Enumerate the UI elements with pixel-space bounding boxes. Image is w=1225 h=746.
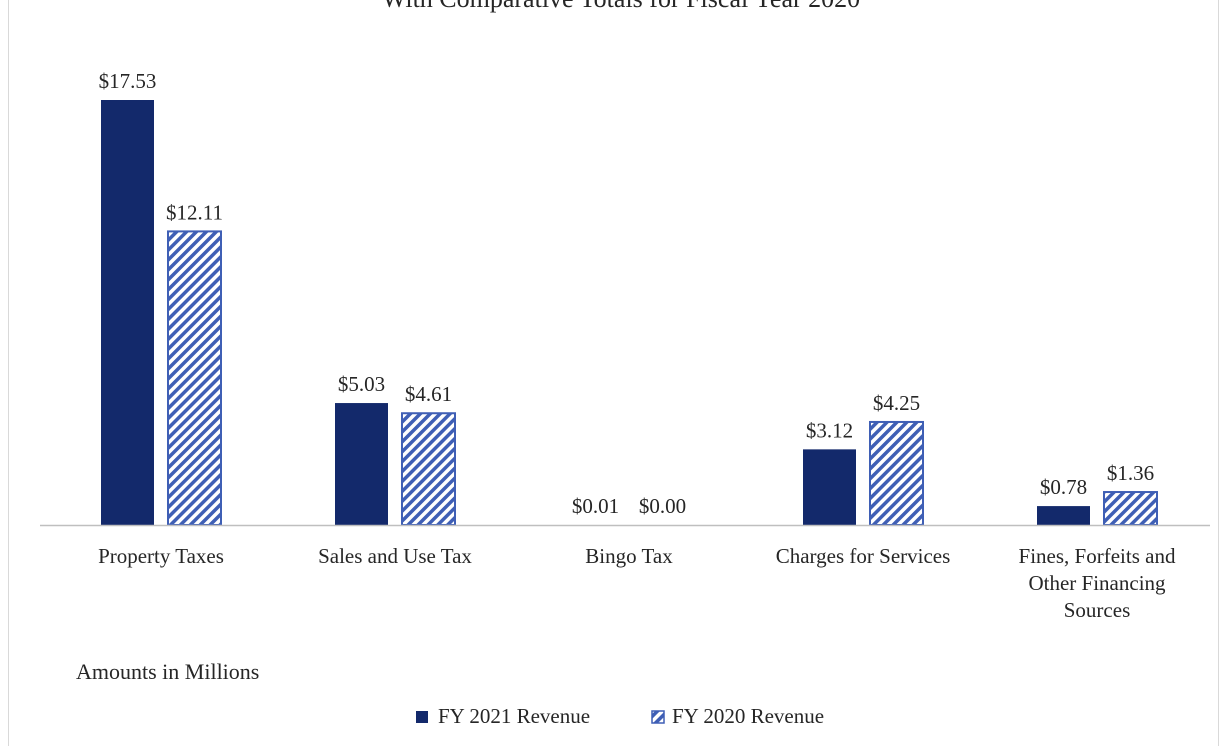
bar-fy2021-property-taxes <box>101 100 154 525</box>
value-label-fy2021-property-taxes: $17.53 <box>99 69 157 93</box>
bar-fy2020-fines-forfeits-and-other-financing-sources <box>1103 491 1158 527</box>
bar-fy2020-property-taxes <box>167 230 222 526</box>
value-label-fy2020-property-taxes: $12.11 <box>166 200 223 224</box>
value-label-fy2021-fines-forfeits-and-other-financing-sources: $0.78 <box>1040 475 1087 499</box>
value-labels-layer: $17.53 $12.11 $5.03 $4.61 $0.01 $0.00 $3.12 $4.… <box>99 69 1155 518</box>
value-label-fy2021-bingo-tax: $0.01 <box>572 494 619 518</box>
category-label-bingo-tax: Bingo Tax <box>585 544 673 568</box>
bar-fy2021-charges-for-services <box>803 449 856 525</box>
legend-label-fy2021: FY 2021 Revenue <box>438 704 590 728</box>
value-label-fy2021-charges-for-services: $3.12 <box>806 418 853 442</box>
axis-note: Amounts in Millions <box>76 659 259 684</box>
value-label-fy2020-charges-for-services: $4.25 <box>873 391 920 415</box>
category-label-sales-and-use-tax: Sales and Use Tax <box>318 544 472 568</box>
legend-swatch-fy2021 <box>416 711 428 723</box>
value-label-fy2021-sales-and-use-tax: $5.03 <box>338 372 385 396</box>
bar-fy2020-charges-for-services <box>869 420 924 526</box>
legend-label-fy2020: FY 2020 Revenue <box>672 704 824 728</box>
category-label-property-taxes: Property Taxes <box>98 544 224 568</box>
bar-fy2020-sales-and-use-tax <box>401 412 456 527</box>
category-label-fines-forfeits-and-other-financing-sources: Fines, Forfeits and Other Financing Source… <box>1019 544 1176 622</box>
value-label-fy2020-fines-forfeits-and-other-financing-sources: $1.36 <box>1107 461 1154 485</box>
legend-swatch-fy2020 <box>651 710 665 724</box>
category-label-charges-for-services: Charges for Services <box>776 544 951 568</box>
legend: FY 2021 Revenue FY 2020 Revenue <box>416 704 824 728</box>
value-label-fy2020-bingo-tax: $0.00 <box>639 494 686 518</box>
bar-fy2021-fines-forfeits-and-other-financing-sources <box>1037 506 1090 525</box>
category-labels-layer: Property Taxes Sales and Use Tax Bingo Tax… <box>98 544 1176 622</box>
value-label-fy2020-sales-and-use-tax: $4.61 <box>405 382 452 406</box>
bars-layer <box>101 100 1158 527</box>
bar-fy2021-sales-and-use-tax <box>335 403 388 525</box>
chart-title: With Comparative Totals for Fiscal Year … <box>382 0 860 13</box>
